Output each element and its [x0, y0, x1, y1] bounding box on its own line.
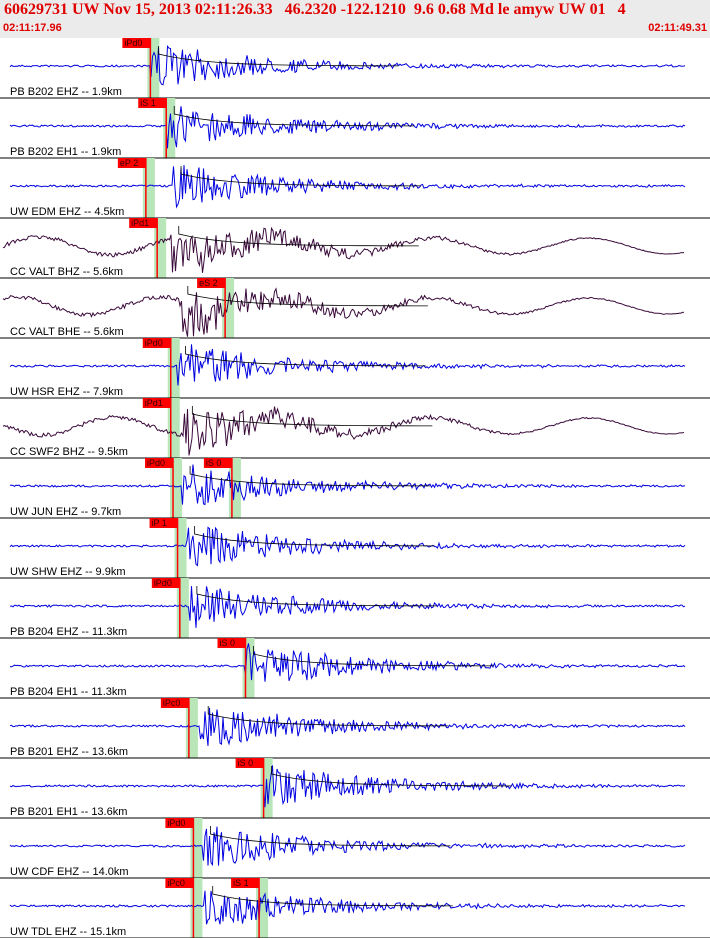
trace-label: PB B202 EHZ -- 1.9km	[10, 86, 122, 98]
event-header: 60629731 UW Nov 15, 2013 02:11:26.33 46.…	[0, 0, 710, 38]
pick-box	[151, 578, 180, 588]
trace-label: UW SHW EHZ -- 9.9km	[10, 566, 126, 578]
trace-row: iPd0 UW HSR EHZ -- 7.9km	[0, 338, 710, 399]
trace-label: PB B201 EH1 -- 13.6km	[10, 806, 127, 818]
coda-curve	[180, 166, 422, 187]
pick-box	[142, 338, 171, 348]
pick-label: iPd1	[145, 398, 163, 408]
trace-row: iS 1 PB B202 EH1 -- 1.9km	[0, 98, 710, 159]
coda-curve	[196, 586, 437, 607]
pick-label: iPd0	[147, 458, 165, 468]
time-start-label: 02:11:17.96	[3, 22, 62, 34]
trace-label: UW HSR EHZ -- 7.9km	[10, 386, 123, 398]
trace-label: UW JUN EHZ -- 9.7km	[10, 506, 121, 518]
trace-row: iPd1 CC SWF2 BHZ -- 9.5km	[0, 398, 710, 459]
coda-curve	[212, 886, 453, 907]
trace-label: PB B204 EHZ -- 11.3km	[10, 626, 127, 638]
pick-label: iPd0	[154, 578, 172, 588]
coda-curve	[271, 766, 512, 787]
trace-row: eP 2 UW EDM EHZ -- 4.5km	[0, 158, 710, 219]
waveform	[9, 707, 686, 746]
pick-box	[138, 98, 167, 108]
waveform	[9, 643, 686, 682]
pick-box	[235, 758, 264, 768]
trace-label: PB B201 EHZ -- 13.6km	[10, 746, 128, 758]
trace-row: iPd0 iS 0 UW JUN EHZ -- 9.7km	[0, 458, 710, 519]
pick-box	[203, 458, 232, 468]
trace-row: iS 0 PB B201 EH1 -- 13.6km	[0, 758, 710, 819]
trace-row: eS 2 CC VALT BHE -- 5.6km	[0, 278, 710, 339]
pick-label: iP 1	[152, 518, 167, 528]
coda-curve	[210, 826, 451, 847]
waveform	[9, 106, 686, 149]
trace-label: CC VALT BHZ -- 5.6km	[10, 266, 123, 278]
coda-curve	[189, 466, 431, 487]
coda-curve	[173, 106, 415, 127]
pick-box	[142, 398, 171, 408]
trace-label: UW EDM EHZ -- 4.5km	[10, 206, 124, 218]
pick-label: iPd0	[167, 818, 185, 828]
pick-box	[160, 698, 189, 708]
pick-label: iPc0	[167, 878, 185, 888]
pick-box	[165, 818, 194, 828]
waveform	[9, 765, 686, 808]
waveform	[2, 226, 685, 273]
pick-label: iS 0	[219, 638, 235, 648]
trace-row: iPc0 iS 1 UW TDL EHZ -- 15.1km	[0, 878, 710, 938]
waveform	[2, 406, 685, 456]
time-end-label: 02:11:49.31	[648, 22, 707, 34]
coda-curve	[253, 646, 494, 667]
trace-row: iPd0 PB B202 EHZ -- 1.9km	[0, 38, 710, 99]
pick-label: iPd0	[124, 38, 142, 48]
coda-curve	[185, 346, 426, 367]
pick-label: iPd1	[131, 218, 149, 228]
waveform	[2, 287, 685, 337]
pick-label: iS 0	[206, 458, 222, 468]
coda-curve	[187, 286, 428, 307]
trace-row: iPd1 CC VALT BHZ -- 5.6km	[0, 218, 710, 279]
waveform	[9, 464, 686, 506]
trace-label: UW CDF EHZ -- 14.0km	[10, 866, 129, 878]
pick-box	[129, 218, 158, 228]
pick-box	[117, 158, 146, 168]
trace-row: iP 1 UW SHW EHZ -- 9.9km	[0, 518, 710, 579]
pick-label: eP 2	[120, 158, 138, 168]
pick-box	[165, 878, 194, 888]
waveform	[9, 165, 686, 209]
trace-row: iPc0 PB B201 EHZ -- 13.6km	[0, 698, 710, 759]
trace-label: PB B202 EH1 -- 1.9km	[10, 146, 121, 158]
trace-label: CC SWF2 BHZ -- 9.5km	[10, 446, 128, 458]
waveform	[9, 526, 686, 567]
waveform	[9, 890, 686, 925]
waveform	[9, 344, 686, 386]
trace-row: iPd0 PB B204 EHZ -- 11.3km	[0, 578, 710, 639]
event-title: 60629731 UW Nov 15, 2013 02:11:26.33 46.…	[4, 1, 626, 18]
pick-box	[122, 38, 151, 48]
trace-label: CC VALT BHE -- 5.6km	[10, 326, 124, 338]
pick-label: iS 0	[238, 758, 254, 768]
trace-row: iS 0 PB B204 EH1 -- 11.3km	[0, 638, 710, 699]
coda-curve	[194, 526, 435, 547]
pick-box	[145, 458, 174, 468]
coda-curve	[178, 226, 419, 247]
trace-label: PB B204 EH1 -- 11.3km	[10, 686, 127, 698]
pick-label: iS 1	[233, 878, 249, 888]
waveform	[9, 586, 686, 628]
pick-label: eS 2	[199, 278, 218, 288]
seismogram-plot: iPd0 PB B202 EHZ -- 1.9km iS 1 PB B202 EH1 …	[0, 38, 710, 938]
pick-box	[197, 278, 226, 288]
pick-box	[217, 638, 246, 648]
pick-box	[149, 518, 178, 528]
coda-curve	[207, 706, 449, 727]
trace-label: UW TDL EHZ -- 15.1km	[10, 926, 126, 938]
pick-label: iPc0	[163, 698, 181, 708]
pick-label: iS 1	[140, 98, 156, 108]
pick-label: iPd0	[145, 338, 163, 348]
trace-row: iPd0 UW CDF EHZ -- 14.0km	[0, 818, 710, 879]
waveform	[9, 826, 686, 867]
waveform	[9, 44, 686, 86]
coda-curve	[157, 46, 399, 67]
pick-box	[231, 878, 260, 888]
coda-curve	[191, 406, 433, 427]
